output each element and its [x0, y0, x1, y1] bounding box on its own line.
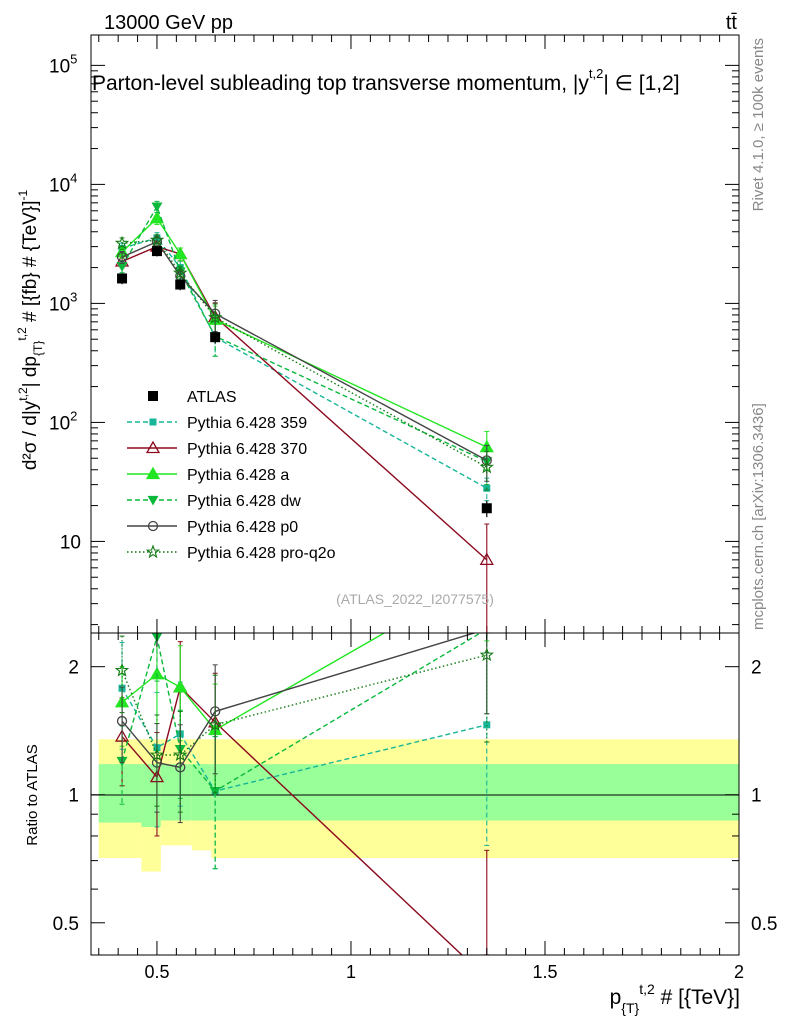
series-point — [173, 246, 188, 260]
legend-label: Pythia 6.428 p0 — [187, 519, 298, 536]
data-point — [175, 279, 186, 290]
data-point — [117, 273, 128, 284]
y-tick-label-right: 0.5 — [751, 914, 777, 935]
ratio-point — [173, 679, 188, 693]
x-tick-label: 2 — [734, 962, 744, 982]
ratio-point — [114, 662, 130, 677]
legend-entry: Pythia 6.428 pro-q2o — [127, 544, 336, 562]
legend-entry: Pythia 6.428 p0 — [127, 519, 298, 536]
x-tick-label: 0.5 — [144, 962, 169, 982]
legend-label: Pythia 6.428 a — [187, 467, 289, 484]
data-point — [481, 503, 492, 514]
legend-marker — [147, 520, 159, 532]
legend-marker — [148, 391, 158, 401]
y-tick-label: 10 — [60, 532, 81, 553]
series-point — [114, 235, 130, 250]
process-label: tt̄ — [726, 12, 738, 34]
series-point — [151, 202, 163, 213]
ratio-point — [149, 747, 165, 762]
y-tick-label: 103 — [49, 289, 77, 315]
legend-entry-atlas: ATLAS — [148, 389, 237, 406]
series-point — [149, 232, 165, 247]
legend-label: Pythia 6.428 pro-q2o — [187, 545, 336, 562]
legend-marker — [149, 418, 157, 426]
ratio-series-group — [114, 633, 494, 955]
series-atlas — [117, 246, 492, 518]
series-pythia-6-428-359 — [118, 232, 491, 502]
main-panel: 10 102 103 104 105 Parton-level subleading t… — [15, 34, 740, 634]
series-point — [116, 251, 128, 263]
legend-label: Pythia 6.428 dw — [187, 493, 301, 510]
ratio-uncertainty-bands — [98, 739, 740, 872]
inner-band-bin — [98, 764, 142, 823]
inner-band-bin — [211, 764, 740, 821]
main-axis-ticks: 10 102 103 104 105 — [49, 35, 740, 633]
y-tick-label: 0.5 — [53, 914, 79, 935]
ratio-line — [121, 654, 487, 756]
y-tick-label-right: 2 — [751, 658, 762, 679]
series-point — [208, 310, 223, 324]
mcplots-label: mcplots.cern.ch [arXiv:1306.3436] — [750, 403, 767, 630]
legend-label: ATLAS — [187, 389, 237, 406]
y-tick-label-right: 1 — [751, 786, 762, 807]
main-frame — [90, 34, 740, 634]
legend-entry: Pythia 6.428 dw — [127, 493, 301, 510]
legend-marker — [145, 466, 161, 480]
series-point — [479, 552, 494, 566]
y-tick-label: 2 — [68, 658, 79, 679]
series-point — [173, 265, 188, 280]
ratio-panel: 0.5 1 1.5 2 0.5 0.5 1 1 2 2 Ratio to ATLAS p{T}t,… — [24, 632, 777, 1016]
series-pythia-6-428-370 — [114, 239, 494, 634]
series-point — [479, 459, 494, 474]
ratio-y-axis-label: Ratio to ATLAS — [24, 744, 41, 845]
inner-band-bin — [141, 764, 161, 827]
data-point — [151, 246, 162, 257]
legend-marker — [145, 544, 161, 559]
rivet-label: Rivet 4.1.0, ≥ 100k events — [750, 38, 767, 211]
analysis-label: (ATLAS_2022_I2077575) — [336, 591, 494, 607]
energy-label: 13000 GeV pp — [104, 12, 233, 34]
x-tick-label: 1 — [346, 962, 356, 982]
inner-band-bin — [160, 764, 173, 821]
y-tick-label: 104 — [49, 170, 77, 196]
y-tick-label: 102 — [49, 408, 77, 434]
series-line — [121, 245, 488, 561]
ratio-point — [173, 747, 188, 762]
legend-marker — [145, 440, 161, 454]
ratio-frame — [90, 632, 740, 956]
ratio-point — [208, 717, 223, 731]
legend-marker — [147, 495, 159, 506]
ratio-point — [483, 721, 491, 729]
x-axis-label: p{T}t,2 # [{TeV}] — [610, 981, 740, 1016]
main-series-group — [114, 200, 494, 634]
ratio-point — [479, 647, 494, 662]
legend-entry: Pythia 6.428 370 — [127, 440, 307, 458]
series-pythia-6-428-pro-q2o — [114, 232, 494, 491]
data-point — [210, 332, 221, 343]
legend-entry: Pythia 6.428 a — [127, 466, 289, 484]
y-tick-label: 1 — [68, 786, 79, 807]
inner-band-bin — [191, 764, 212, 821]
y-tick-label: 105 — [49, 51, 77, 77]
legend-entry: Pythia 6.428 359 — [127, 415, 307, 432]
series-point — [116, 262, 128, 272]
legend: ATLAS Pythia 6.428 359 Pythia 6.428 370 Pyt… — [127, 389, 336, 562]
inner-band-bin — [172, 764, 192, 821]
legend-label: Pythia 6.428 370 — [187, 441, 307, 458]
chart-title: Parton-level subleading top transverse m… — [92, 66, 680, 95]
series-point — [149, 210, 165, 224]
y-axis-label: d²σ / d|yt,2| dp{T}t,2 # [{fb} # {TeV}]-… — [15, 190, 45, 471]
x-tick-label: 1.5 — [532, 962, 557, 982]
legend-label: Pythia 6.428 359 — [187, 415, 307, 432]
ratio-pythia-6-428-pro-q2o — [114, 633, 494, 813]
ratio-axis-ticks: 0.5 1 1.5 2 0.5 0.5 1 1 2 2 — [53, 633, 777, 982]
ratio-point — [116, 715, 128, 727]
